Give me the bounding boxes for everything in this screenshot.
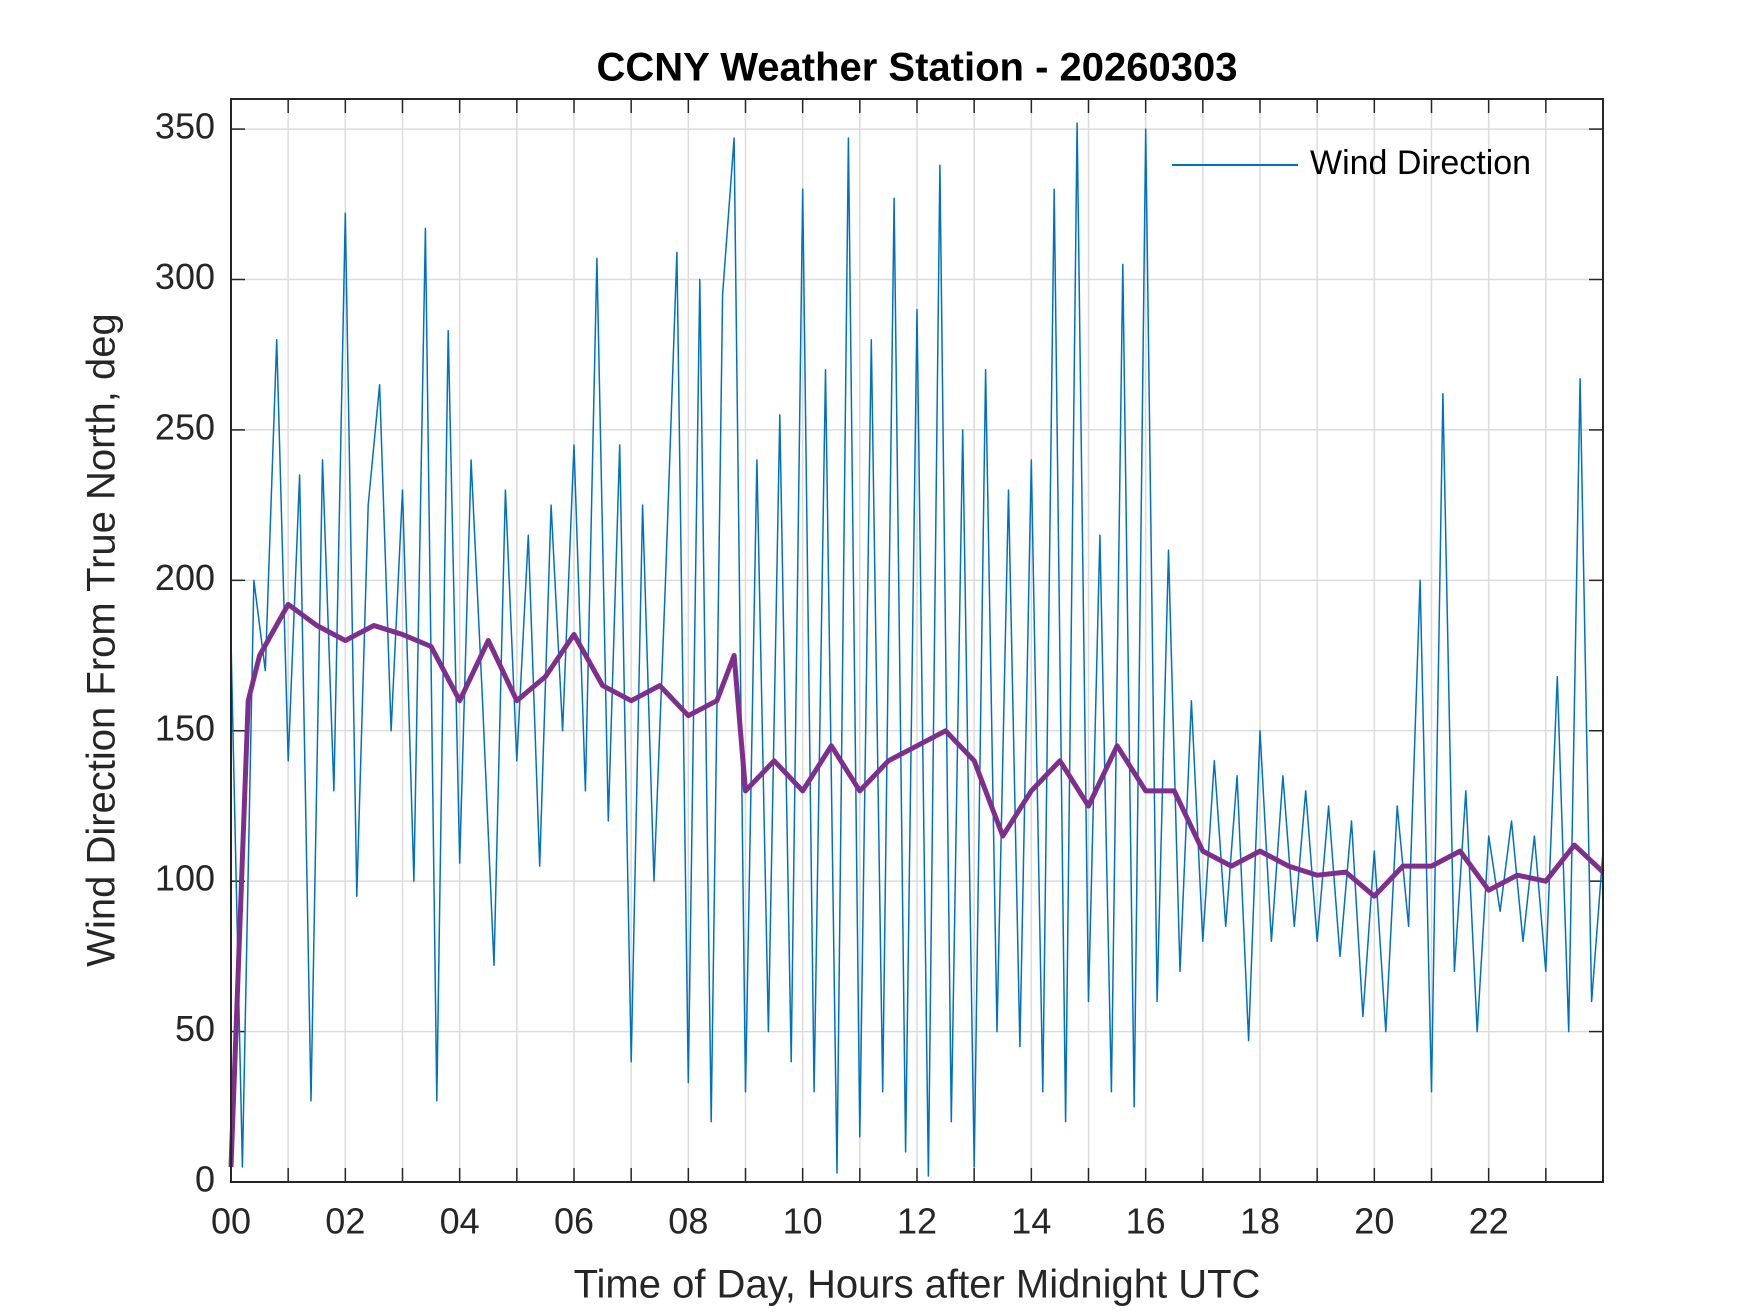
x-tick-label: 08 <box>668 1201 708 1242</box>
y-tick-label: 150 <box>155 707 215 748</box>
y-axis-label: Wind Direction From True North, deg <box>80 313 124 967</box>
x-tick-label: 04 <box>440 1201 480 1242</box>
x-tick-label: 20 <box>1354 1201 1394 1242</box>
x-axis-label: Time of Day, Hours after Midnight UTC <box>574 1263 1261 1307</box>
x-tick-label: 10 <box>783 1201 823 1242</box>
x-tick-label: 18 <box>1240 1201 1280 1242</box>
data-line <box>228 601 1605 1168</box>
y-tick-label: 0 <box>195 1159 215 1200</box>
x-tick-label: 00 <box>211 1201 251 1242</box>
x-tick-label: 02 <box>325 1201 365 1242</box>
x-tick-label: 22 <box>1469 1201 1509 1242</box>
x-tick-label: 12 <box>897 1201 937 1242</box>
x-tick-label: 14 <box>1011 1201 1051 1242</box>
y-tick-label: 250 <box>155 406 215 447</box>
chart-title: CCNY Weather Station - 20260303 <box>597 46 1238 90</box>
y-tick-label: 50 <box>175 1008 215 1049</box>
x-tick-label: 06 <box>554 1201 594 1242</box>
x-tick-label: 16 <box>1126 1201 1166 1242</box>
data-line <box>230 122 1604 1177</box>
y-tick-label: 100 <box>155 858 215 899</box>
plot-frame <box>230 98 1604 1183</box>
y-tick-label: 350 <box>155 106 215 147</box>
y-tick-label: 200 <box>155 557 215 598</box>
y-tick-label: 300 <box>155 256 215 297</box>
legend-label: Wind Direction <box>1310 144 1531 182</box>
